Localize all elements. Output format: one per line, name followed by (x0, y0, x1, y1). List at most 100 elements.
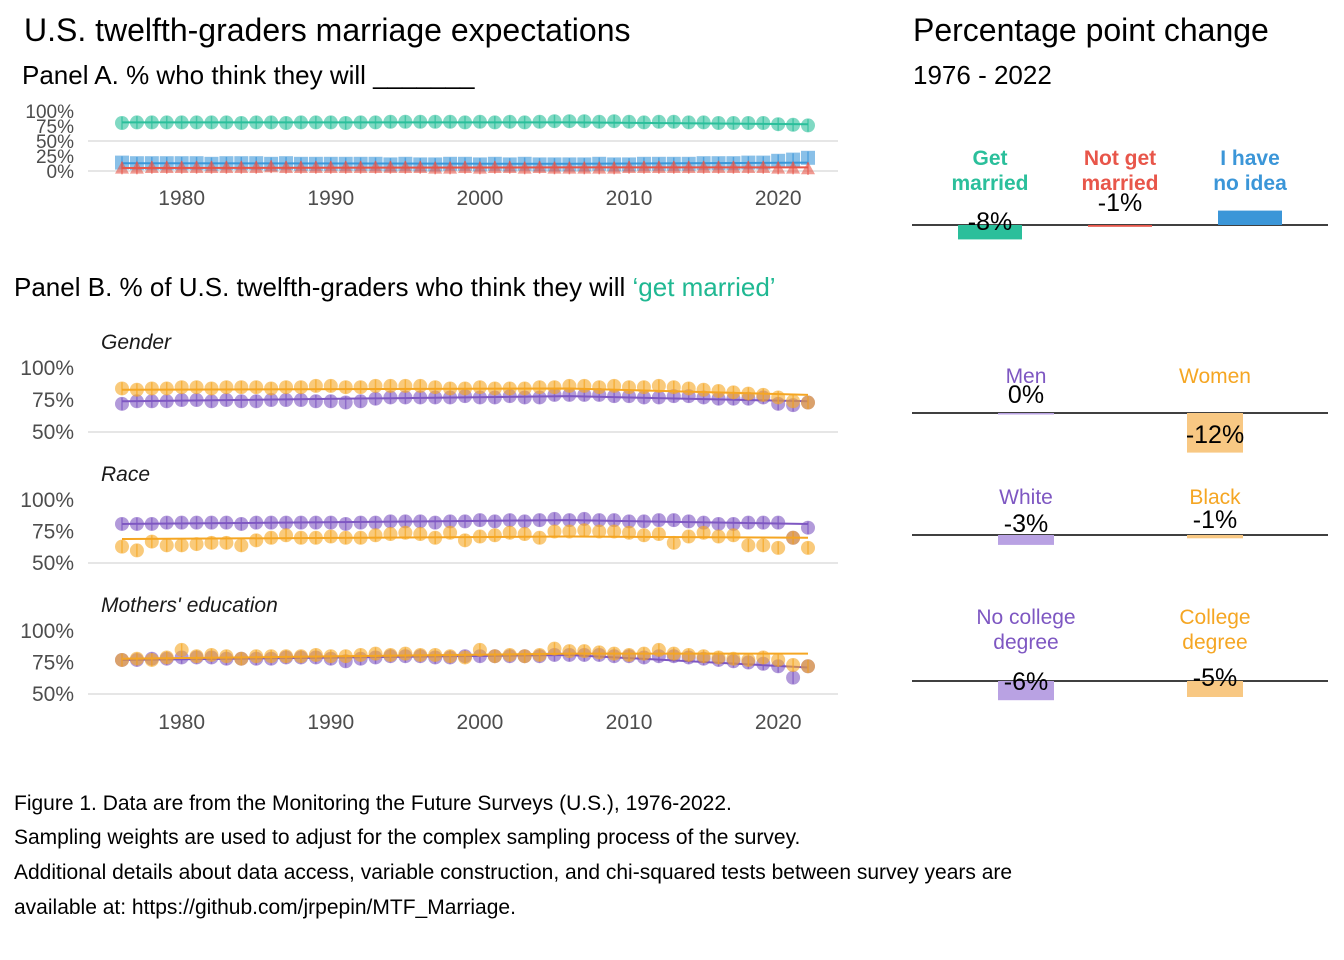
black-point (636, 528, 651, 543)
y-tick-label: 100% (20, 620, 74, 643)
women-point (607, 378, 622, 393)
no_idea-point (801, 150, 815, 165)
women-point (562, 378, 577, 393)
category-label: Get (972, 147, 1007, 170)
white-point (666, 513, 681, 528)
college-degree-point (502, 647, 517, 662)
black-point (413, 527, 428, 542)
black-point (189, 537, 204, 552)
women-point (651, 378, 666, 393)
college-degree-point (741, 652, 756, 667)
not_get_married-point (472, 161, 487, 174)
women-point (428, 380, 443, 395)
black-point (174, 538, 189, 553)
x-tick-label: 1990 (307, 711, 354, 734)
black-point (368, 528, 383, 543)
women-point (308, 378, 323, 393)
black-point (398, 525, 413, 540)
college-degree-point (293, 649, 308, 664)
change-bar (998, 535, 1054, 545)
women-point (636, 380, 651, 395)
not_get_married-point (756, 160, 771, 173)
not_get_married-point (323, 160, 338, 173)
college-degree-point (234, 651, 249, 666)
x-tick-label: 1990 (307, 187, 354, 210)
change-bar (1088, 225, 1152, 227)
white-point (681, 514, 696, 529)
black-point (756, 538, 771, 553)
white-point (636, 514, 651, 529)
change-bar (1218, 210, 1282, 225)
black-point (129, 543, 144, 558)
not_get_married-point (308, 160, 323, 173)
black-point (219, 535, 234, 550)
get_married-point (786, 117, 801, 132)
white-point (174, 515, 189, 530)
race_change-panel: White-3% Black-1% (912, 486, 1328, 545)
change-bar (958, 225, 1022, 240)
women-point (771, 390, 786, 405)
white-point (264, 515, 279, 530)
women-point (398, 378, 413, 393)
black-point (353, 530, 368, 545)
get_married-point (443, 114, 458, 129)
college-degree-point (159, 650, 174, 665)
college-degree-point (607, 646, 622, 661)
get_married-point (279, 116, 294, 130)
white-point (159, 515, 174, 530)
not_get_married-point (189, 160, 204, 173)
change-title: Percentage point change (913, 12, 1269, 48)
y-tick-label: 100% (20, 489, 74, 512)
not_get_married-point (607, 161, 622, 174)
not_get_married-point (636, 160, 651, 173)
men-point (368, 391, 383, 406)
men-point (428, 390, 443, 405)
change-bar (998, 413, 1054, 415)
black-point (771, 540, 786, 555)
panel-b-title-highlight: ‘get married’ (632, 272, 776, 302)
white-point (517, 514, 532, 529)
get_married-point (293, 115, 308, 130)
category-label: degree (1182, 631, 1247, 654)
men-point (159, 394, 174, 409)
gender-panel: 50% 75% 100% Gender (20, 331, 838, 444)
not_get_married-point (234, 160, 249, 173)
not_get_married-point (353, 160, 368, 173)
category-label: Not get (1084, 147, 1156, 170)
college-degree-point (249, 649, 264, 664)
get_married-point (771, 117, 786, 132)
category-label: Black (1189, 486, 1241, 509)
women-point (115, 381, 129, 396)
caption-line: Sampling weights are used to adjust for … (14, 826, 801, 849)
white-point (323, 515, 338, 530)
women-point (726, 385, 741, 400)
men-point (636, 390, 651, 405)
college-degree-point (666, 646, 681, 661)
not_get_married-point (249, 160, 264, 173)
women-point (279, 380, 294, 395)
mothers_education-panel: 50% 75% 100% Mothers' education 1980 1990 2000… (20, 594, 838, 734)
women-point (681, 381, 696, 396)
y-tick-label: 100% (25, 102, 74, 123)
women-point (204, 381, 219, 396)
black-point (622, 525, 637, 540)
college-degree-point (771, 652, 786, 667)
not_get_married-point (398, 160, 413, 173)
college-degree-point (279, 649, 294, 664)
get_married-point (353, 115, 368, 130)
black-point (502, 525, 517, 540)
college-degree-point (786, 658, 801, 673)
college-degree-point (174, 642, 189, 657)
x-tick-label: 2020 (755, 187, 802, 210)
black-point (562, 524, 577, 539)
men-point (472, 390, 487, 405)
white-point (756, 515, 771, 530)
black-point (711, 529, 726, 544)
white-point (144, 516, 159, 531)
college-degree-point (115, 652, 129, 667)
not_get_married-point (562, 161, 577, 174)
college-degree-point (353, 647, 368, 662)
not_get_married-point (651, 160, 666, 173)
